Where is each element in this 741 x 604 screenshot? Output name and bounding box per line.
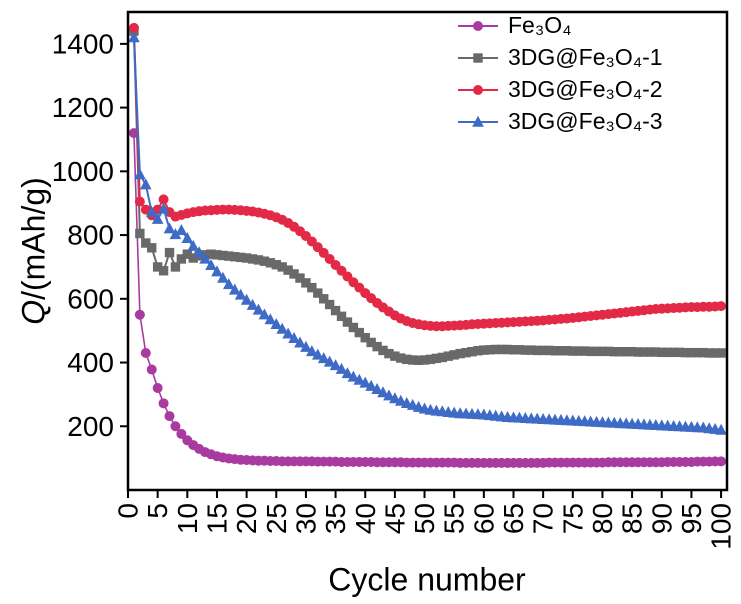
x-tick-label: 45 — [379, 503, 410, 534]
legend-circle-icon — [458, 84, 498, 95]
axis-ticks: 0510152025303540455055606570758085909510… — [52, 28, 737, 549]
y-tick-label: 1200 — [52, 92, 114, 123]
x-tick-label: 60 — [468, 503, 499, 534]
y-tick-label: 1400 — [52, 28, 114, 59]
x-tick-label: 50 — [409, 503, 440, 534]
x-tick-label: 5 — [142, 503, 173, 519]
y-tick-label: 800 — [67, 220, 114, 251]
legend-label: 3DG@Fe₃O₄-2 — [508, 76, 663, 102]
series-fe3o4 — [128, 128, 727, 468]
x-tick-label: 75 — [557, 503, 588, 534]
legend-item-3dg-fe3o4-3: 3DG@Fe₃O₄-3 — [456, 108, 663, 135]
legend-label: 3DG@Fe₃O₄-1 — [508, 44, 663, 70]
legend: Fe₃O₄ 3DG@Fe₃O₄-1 3DG@Fe₃O₄-2 3DG@Fe₃O₄-3 — [456, 12, 663, 135]
x-tick-label: 95 — [676, 503, 707, 534]
y-tick-label: 600 — [67, 283, 114, 314]
y-axis-title: Q/(mAh/g) — [16, 177, 53, 325]
x-tick-label: 10 — [172, 503, 203, 534]
legend-item-3dg-fe3o4-2: 3DG@Fe₃O₄-2 — [456, 76, 663, 103]
series-3dg-fe3o4-3 — [128, 31, 727, 435]
x-tick-label: 25 — [261, 503, 292, 534]
legend-triangle-icon — [458, 115, 498, 127]
x-tick-label: 55 — [439, 503, 470, 534]
x-axis-title: Cycle number — [328, 561, 526, 598]
x-tick-label: 65 — [498, 503, 529, 534]
x-tick-label: 80 — [587, 503, 618, 534]
y-tick-label: 200 — [67, 411, 114, 442]
x-tick-label: 40 — [350, 503, 381, 534]
legend-label: Fe₃O₄ — [508, 12, 572, 38]
x-tick-label: 30 — [290, 503, 321, 534]
legend-item-fe3o4: Fe₃O₄ — [456, 12, 663, 39]
x-tick-label: 15 — [201, 503, 232, 534]
y-tick-label: 400 — [67, 347, 114, 378]
y-tick-label: 1000 — [52, 156, 114, 187]
x-tick-label: 100 — [706, 503, 737, 550]
x-tick-label: 85 — [617, 503, 648, 534]
legend-label: 3DG@Fe₃O₄-3 — [508, 108, 663, 134]
x-tick-label: 0 — [113, 503, 144, 519]
series-3dg-fe3o4-2 — [128, 22, 727, 332]
legend-item-3dg-fe3o4-1: 3DG@Fe₃O₄-1 — [456, 44, 663, 71]
x-tick-label: 70 — [528, 503, 559, 534]
x-tick-label: 90 — [646, 503, 677, 534]
legend-circle-icon — [458, 20, 498, 31]
plot-border — [126, 10, 729, 492]
y-axis-title-units: /(mAh/g) — [15, 177, 52, 300]
x-tick-label: 35 — [320, 503, 351, 534]
y-axis-title-symbol: Q — [15, 299, 52, 325]
legend-square-icon — [458, 52, 498, 63]
x-tick-label: 20 — [231, 503, 262, 534]
series-3dg-fe3o4-1 — [129, 26, 726, 366]
